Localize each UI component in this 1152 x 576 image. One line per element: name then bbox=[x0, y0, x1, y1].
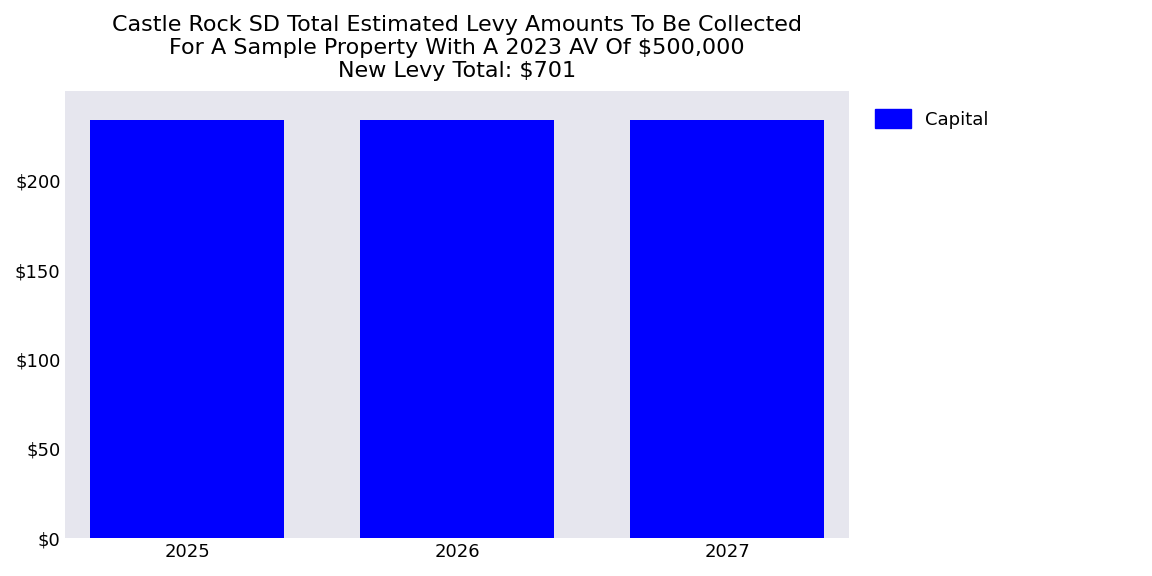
Legend: Capital: Capital bbox=[865, 100, 998, 138]
Bar bbox=[359, 120, 554, 538]
Bar bbox=[90, 120, 285, 538]
Bar bbox=[630, 120, 825, 538]
Title: Castle Rock SD Total Estimated Levy Amounts To Be Collected
For A Sample Propert: Castle Rock SD Total Estimated Levy Amou… bbox=[112, 15, 802, 81]
